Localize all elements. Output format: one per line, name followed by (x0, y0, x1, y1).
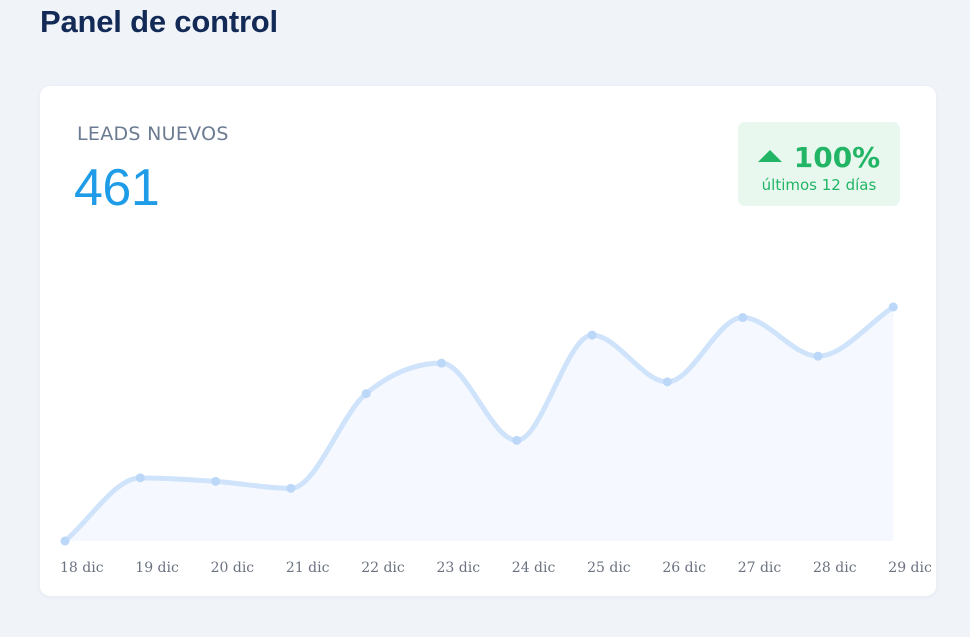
metric-value: 461 (74, 159, 160, 217)
data-point (437, 358, 446, 368)
x-tick-label: 28 dic (813, 560, 857, 576)
metric-label: LEADS NUEVOS (77, 123, 229, 145)
x-tick-label: 19 dic (135, 560, 179, 576)
data-point (211, 476, 221, 486)
data-point (662, 377, 672, 387)
chart-points (60, 302, 898, 546)
x-tick-label: 25 dic (587, 560, 631, 576)
data-point (813, 351, 823, 361)
x-tick-label: 26 dic (662, 560, 706, 576)
leads-chart: 18 dic 19 dic 20 dic 21 dic 22 dic 23 dic 24 d… (60, 302, 932, 576)
trend-up-icon (757, 150, 782, 162)
chart-area-fill (65, 307, 894, 541)
trend-value: 100% (793, 140, 881, 174)
x-tick-label: 24 dic (512, 560, 556, 576)
data-point (888, 302, 898, 312)
x-tick-label: 22 dic (361, 560, 405, 576)
trend-badge: 100% últimos 12 días (738, 122, 900, 206)
data-point (361, 389, 371, 399)
x-tick-label: 21 dic (286, 560, 330, 576)
data-point (286, 483, 296, 493)
x-tick-label: 18 dic (60, 560, 104, 576)
data-point (60, 536, 70, 546)
data-point (587, 330, 597, 340)
x-tick-label: 20 dic (211, 560, 255, 576)
leads-card: LEADS NUEVOS 461 100% últimos 12 días 18… (40, 86, 936, 596)
page-title: Panel de control (40, 4, 278, 39)
x-tick-label: 29 dic (888, 560, 932, 576)
chart-x-axis: 18 dic 19 dic 20 dic 21 dic 22 dic 23 dic 24 d… (60, 560, 932, 576)
data-point (738, 313, 748, 323)
data-point (512, 435, 522, 445)
data-point (135, 473, 145, 483)
x-tick-label: 27 dic (738, 560, 782, 576)
x-tick-label: 23 dic (437, 560, 481, 576)
trend-period: últimos 12 días (761, 176, 877, 194)
